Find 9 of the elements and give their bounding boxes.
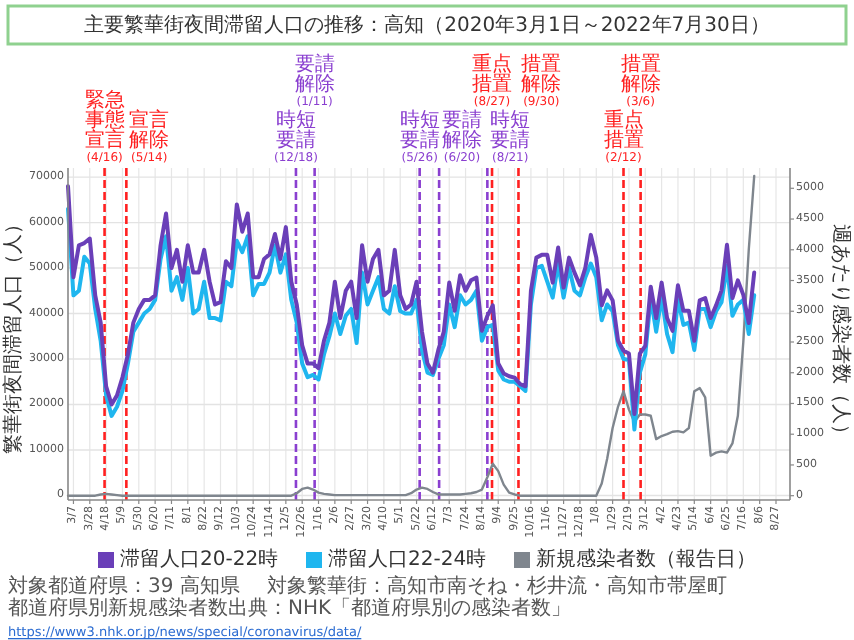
legend-label: 滞留人口20-22時 bbox=[120, 547, 279, 571]
y-axis-title: 繁華街夜間滞留人口（人） bbox=[1, 214, 25, 454]
legend-label: 新規感染者数（報告日） bbox=[536, 547, 756, 571]
text: 都道府県別新規感染者数出典：NHK「都道府県別の感染者数」 bbox=[8, 596, 572, 620]
chart-title: 主要繁華街夜間滞留人口の推移：高知（2020年3月1日～2022年7月30日） bbox=[84, 13, 770, 37]
text: 対象繁華街：高知市南そね・杉井流・高知市帯屋町 bbox=[266, 574, 727, 598]
text: 対象都道府県：39 高知県 bbox=[8, 574, 240, 598]
y2-axis-title: 週あたり感染者数（人） bbox=[829, 224, 853, 444]
legend-label: 滞留人口22-24時 bbox=[328, 547, 487, 571]
